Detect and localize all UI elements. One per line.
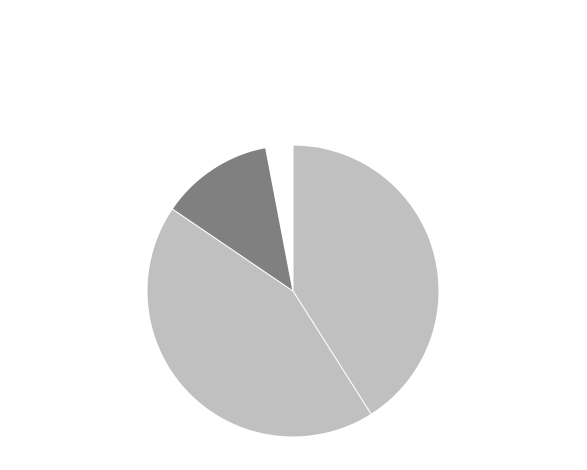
pie-slices-group (147, 145, 439, 437)
